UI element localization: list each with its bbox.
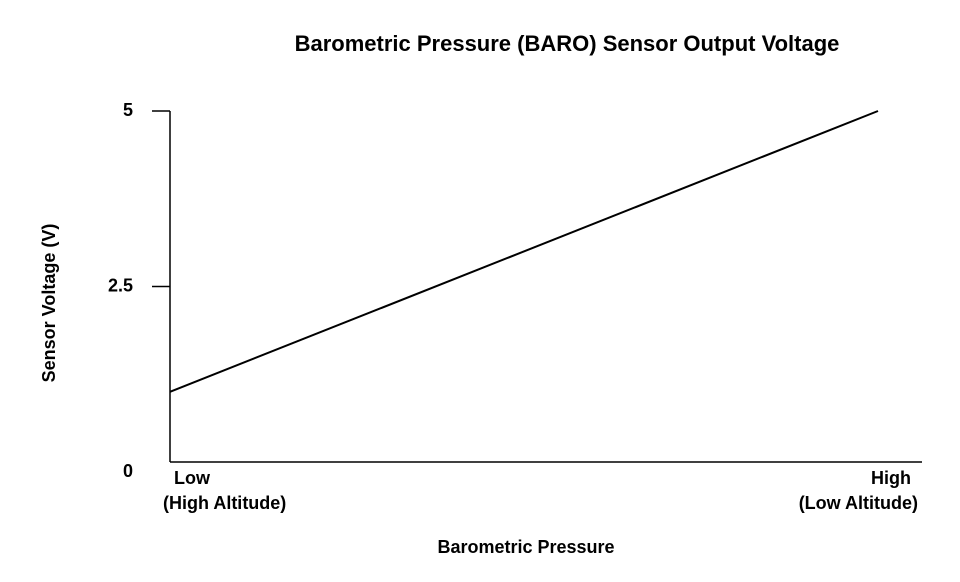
y-tick-label: 0 [123, 461, 133, 481]
x-tick-sublabel: (Low Altitude) [799, 493, 918, 513]
x-tick-sublabel: (High Altitude) [163, 493, 286, 513]
y-tick-label: 5 [123, 100, 133, 120]
y-tick-label: 2.5 [108, 275, 133, 295]
line [169, 110, 879, 393]
x-tick-label: Low [174, 468, 211, 488]
x-axis-title: Barometric Pressure [437, 537, 614, 557]
chart-title: Barometric Pressure (BARO) Sensor Output… [295, 31, 840, 56]
y-axis-title: Sensor Voltage (V) [39, 224, 59, 383]
x-tick-label: High [871, 468, 911, 488]
